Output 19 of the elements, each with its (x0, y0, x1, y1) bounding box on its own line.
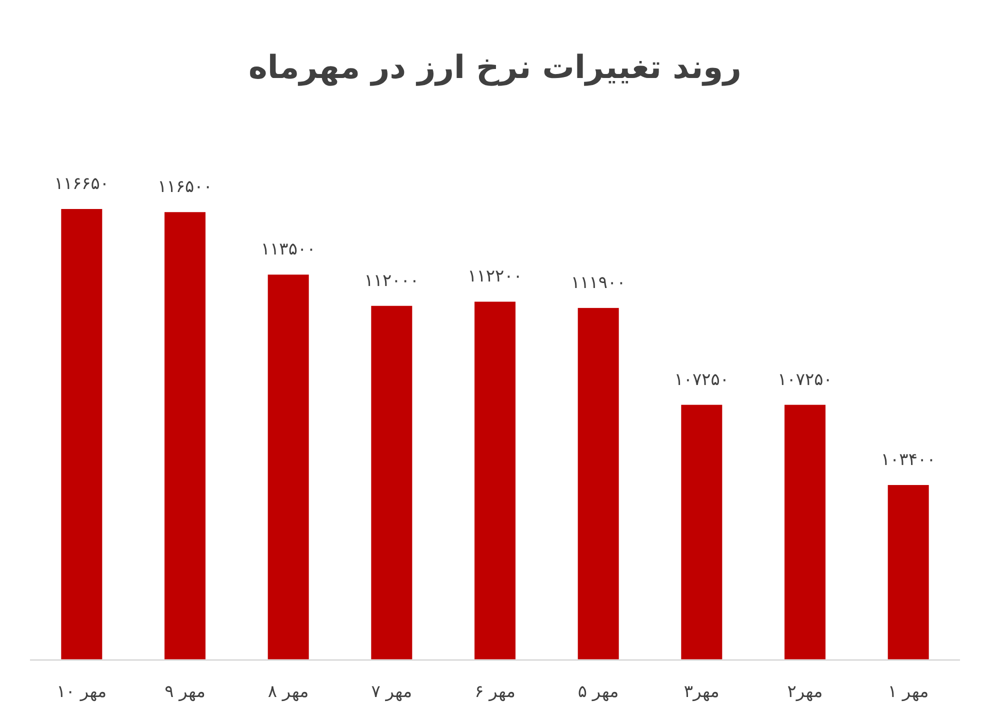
x-tick-label: مهر ۱ (888, 682, 929, 702)
data-label: ۱۰۷۲۵۰ (674, 370, 730, 390)
data-label: ۱۰۷۲۵۰ (778, 370, 832, 390)
x-tick-label: مهر ۵ (578, 682, 619, 702)
x-tick-label: مهر۲ (787, 682, 823, 702)
chart-title: روند تغییرات نرخ ارز در مهرماه (248, 48, 742, 86)
data-label: ۱۱۶۵۰۰ (158, 177, 212, 198)
data-label: ۱۱۱۹۰۰ (570, 272, 626, 293)
data-label: ۱۱۳۵۰۰ (260, 240, 316, 260)
x-tick-label: مهر ۱۰ (56, 682, 107, 702)
data-label: ۱۰۳۴۰۰ (880, 450, 936, 470)
x-tick-label: مهر۳ (684, 682, 720, 702)
x-tick-label: مهر ۸ (268, 682, 309, 702)
x-tick-label: مهر ۹ (164, 682, 206, 702)
x-tick-label: مهر ۷ (371, 682, 412, 702)
data-label: ۱۱۲۰۰۰ (364, 270, 420, 291)
data-label: ۱۱۲۲۰۰ (468, 266, 522, 287)
data-label: ۱۱۶۶۵۰ (54, 174, 110, 194)
x-tick-label: مهر ۶ (474, 682, 516, 702)
